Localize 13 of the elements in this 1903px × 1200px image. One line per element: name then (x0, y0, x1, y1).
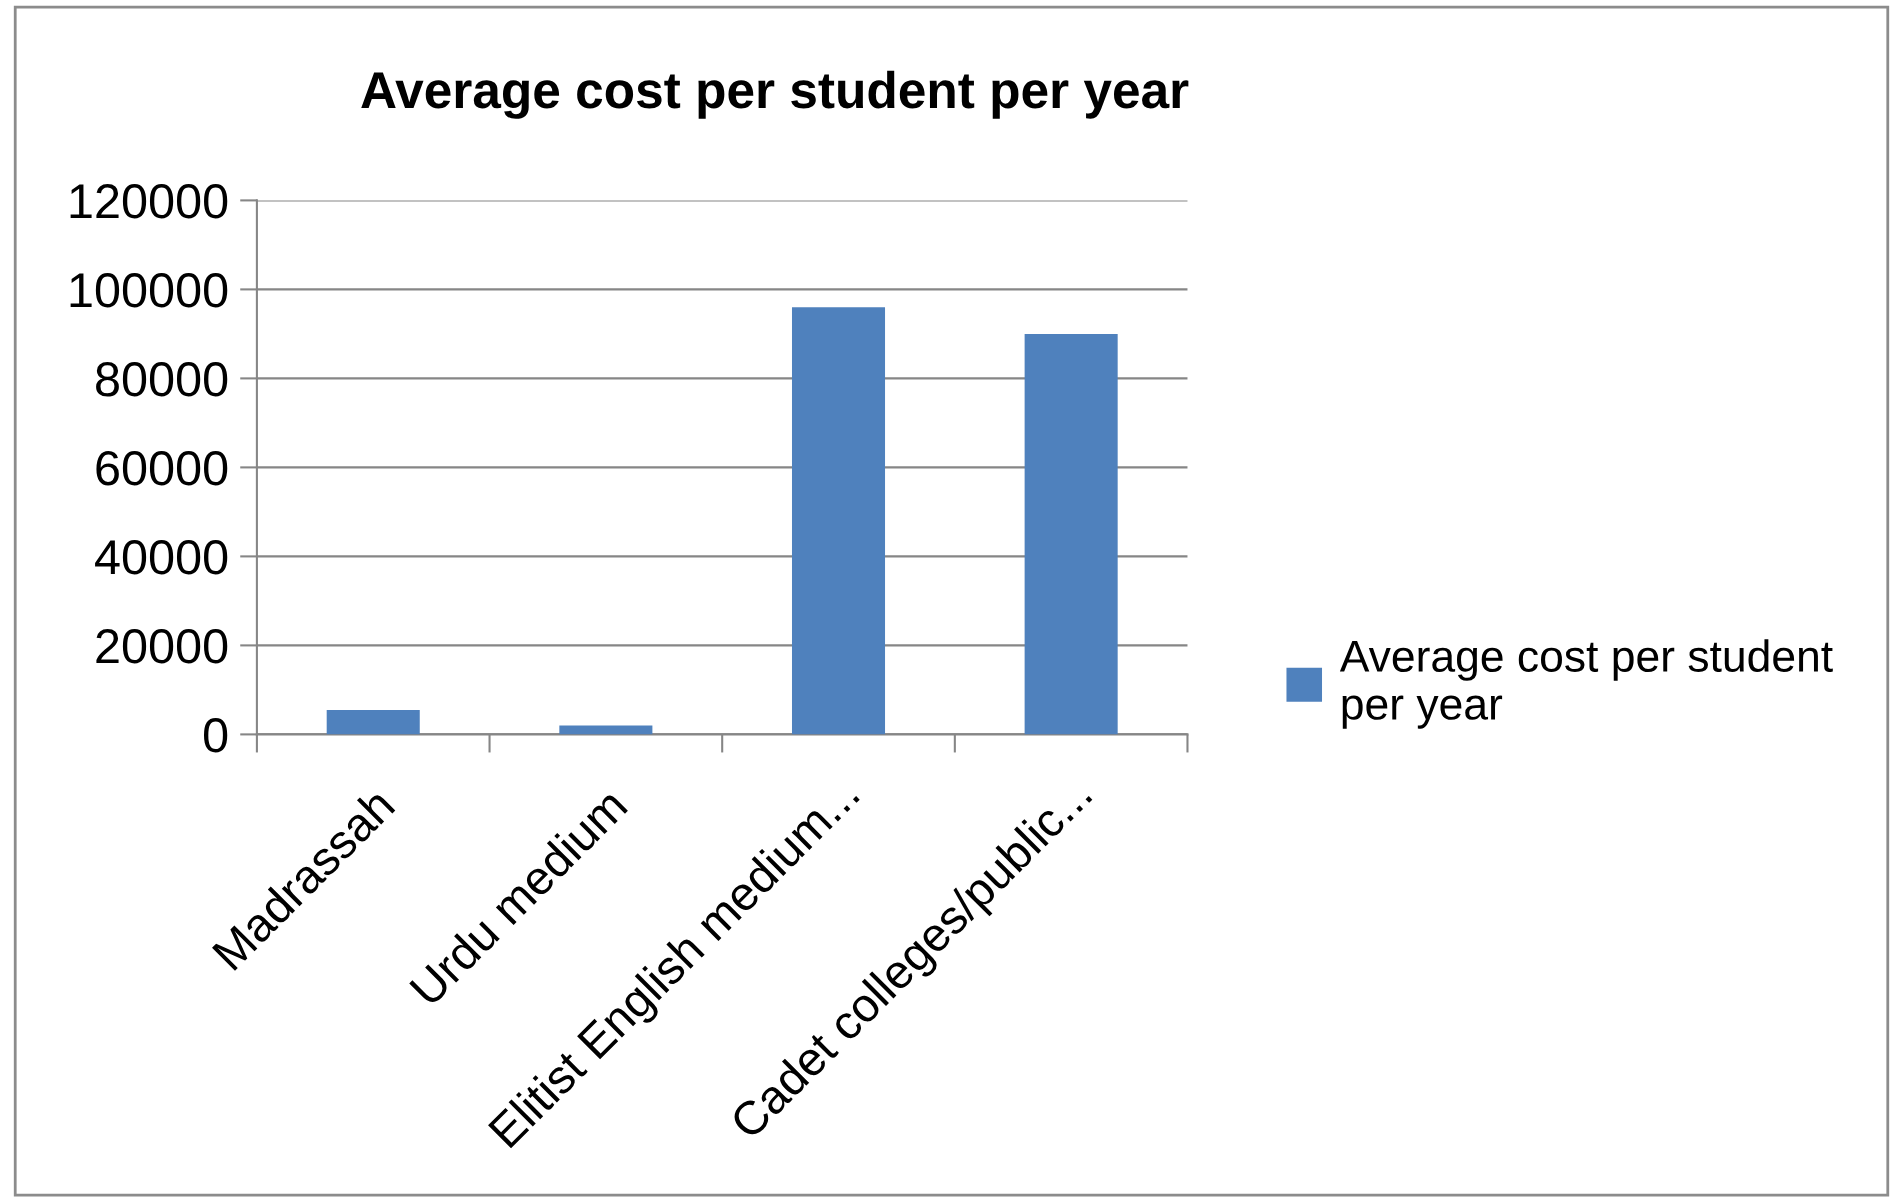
bar (1024, 333, 1118, 735)
bar (559, 725, 653, 735)
y-tick-label: 20000 (96, 629, 228, 664)
bar (791, 307, 886, 735)
y-tick-label: 80000 (96, 362, 228, 397)
chart-title: Average cost per student per year (361, 70, 1189, 119)
y-tick-label: 40000 (95, 540, 228, 575)
y-tick-label: 60000 (96, 451, 228, 486)
y-tick-label: 120000 (70, 184, 228, 219)
bar (326, 709, 420, 735)
legend-label: Average cost per student per year (1339, 639, 1833, 729)
y-tick-label: 0 (203, 718, 228, 753)
y-tick-label: 100000 (70, 273, 228, 308)
